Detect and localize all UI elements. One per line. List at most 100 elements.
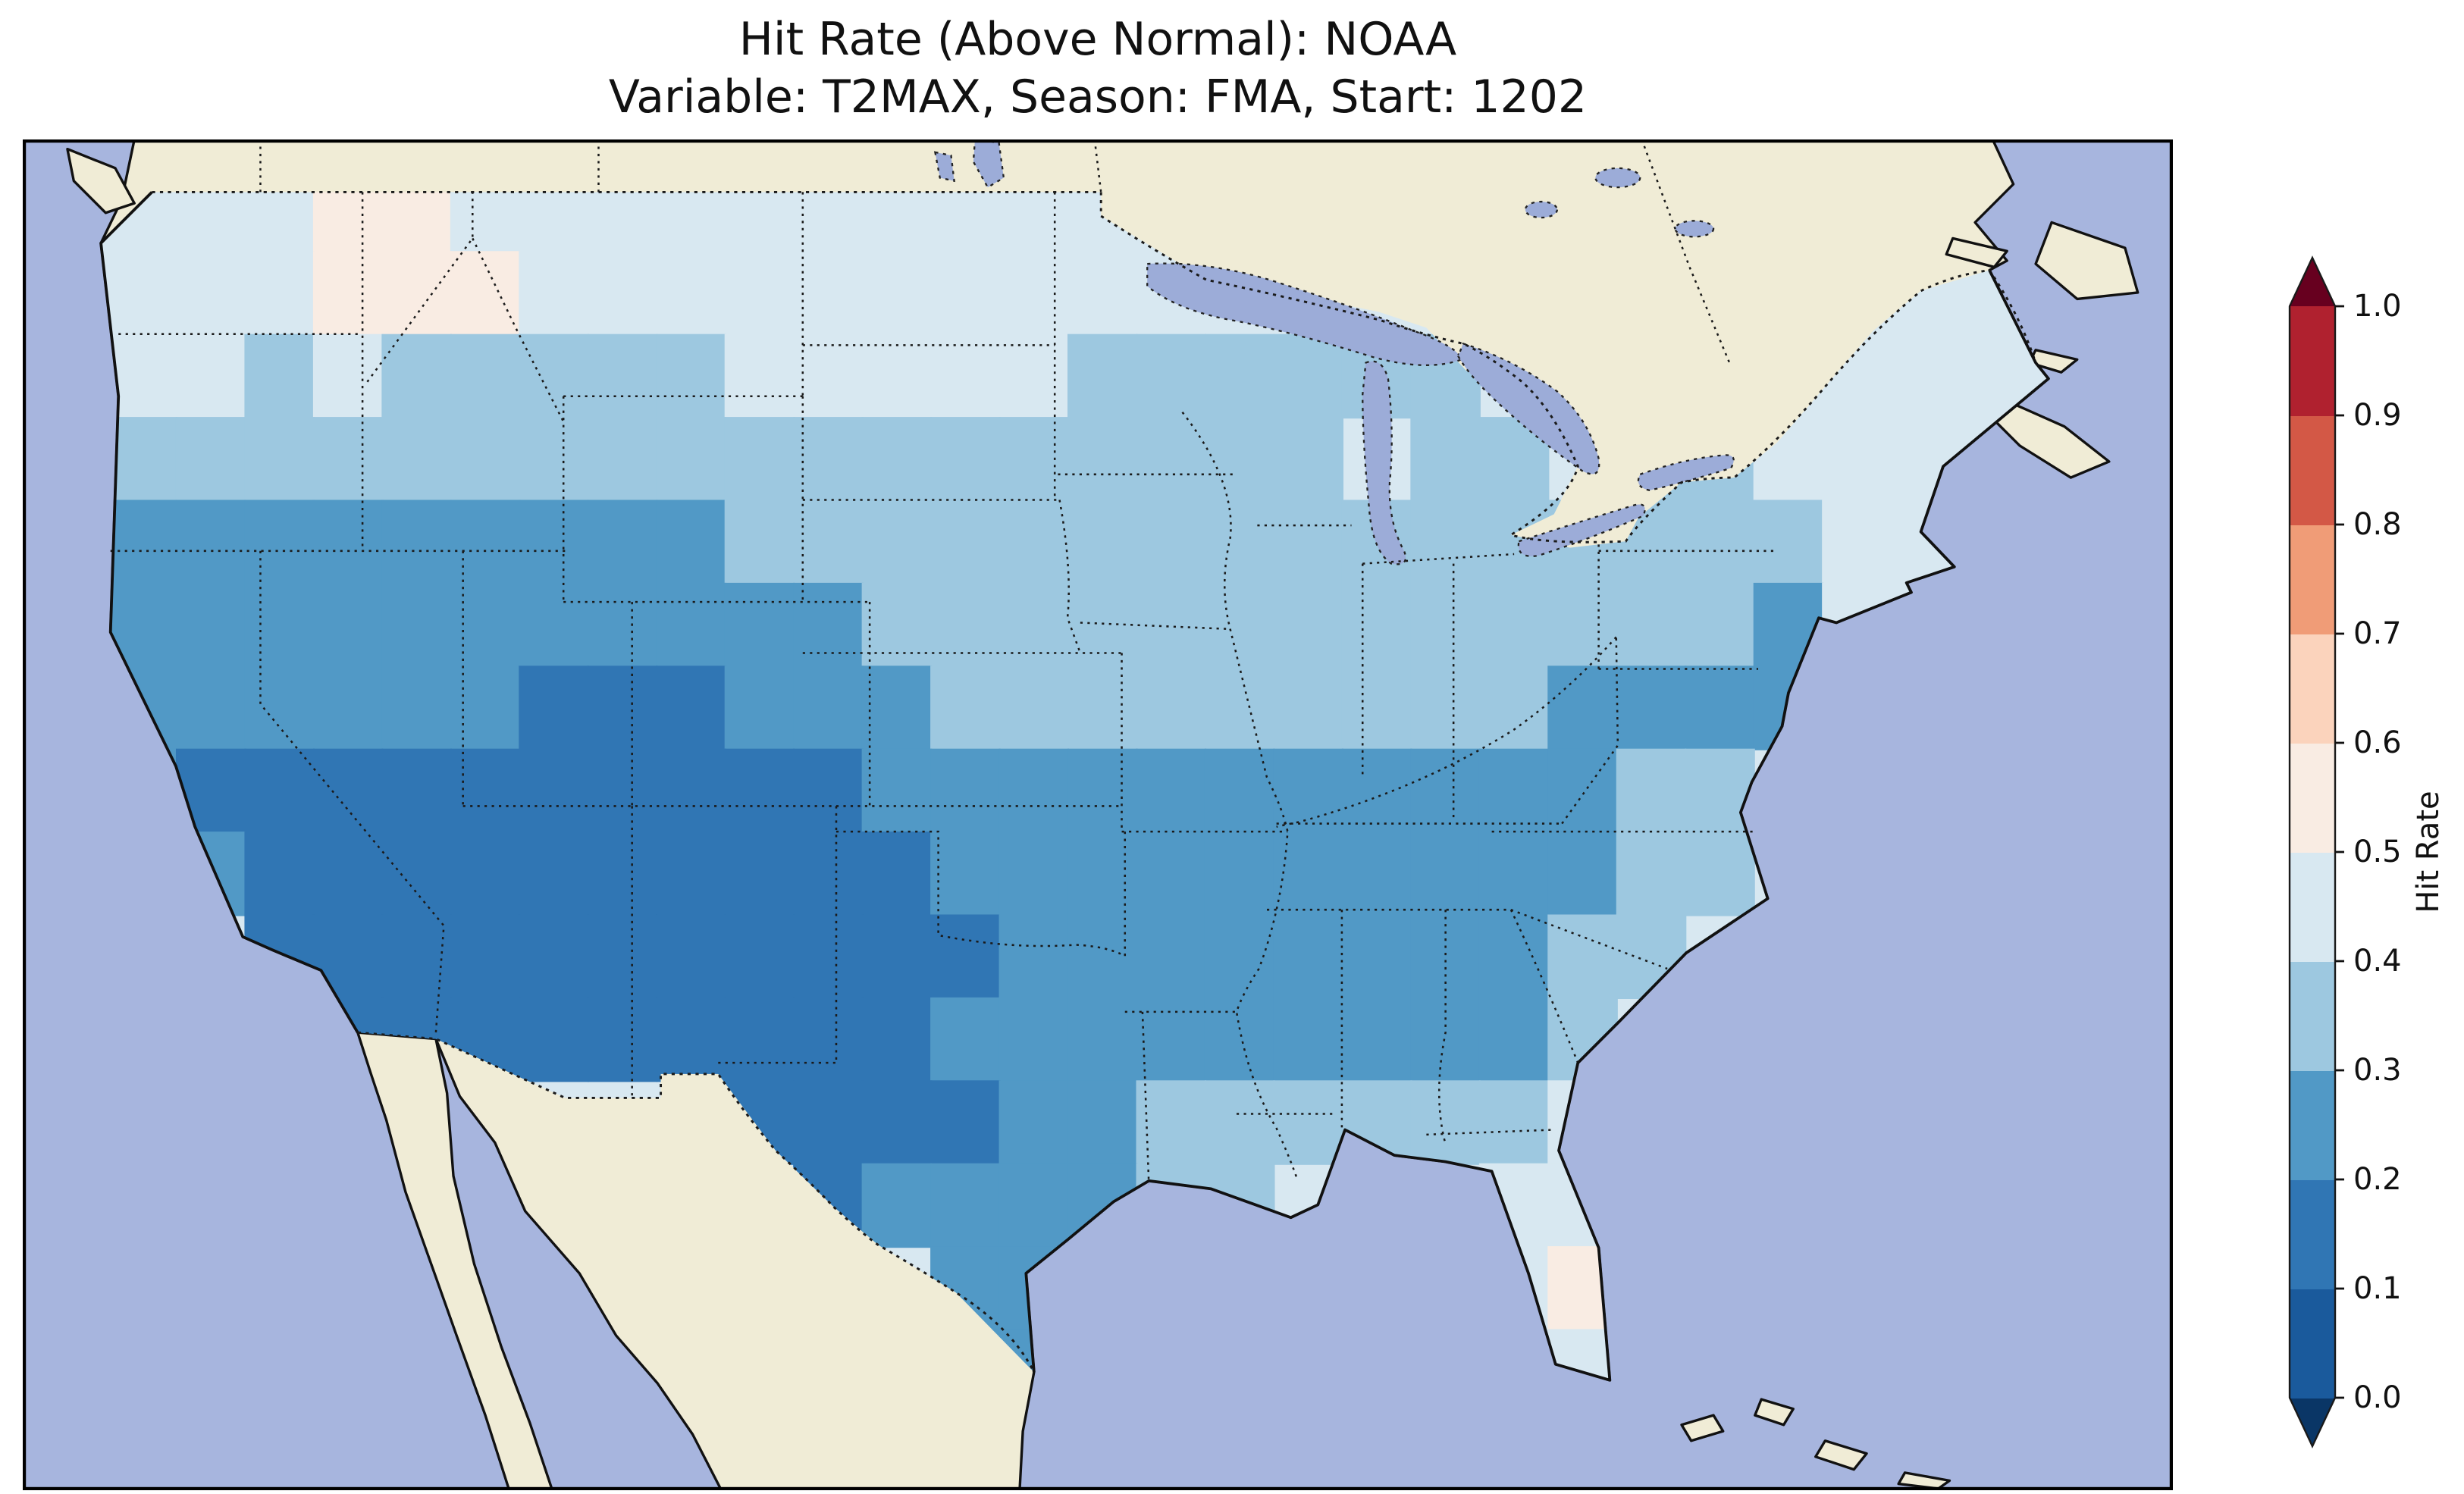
heatmap-cell (930, 192, 1001, 253)
heatmap-cell (312, 832, 384, 916)
heatmap-cell (312, 500, 384, 584)
heatmap-cell (724, 334, 795, 419)
heatmap-cell (1204, 832, 1275, 916)
heatmap-cell (107, 500, 178, 584)
heatmap-cell (381, 251, 452, 336)
heatmap-cell (519, 334, 589, 419)
heatmap-cell (793, 417, 864, 502)
heatmap-cell (244, 251, 315, 336)
heatmap-cell (1410, 748, 1481, 834)
colorbar-bin (2290, 525, 2335, 634)
heatmap-cell (312, 666, 384, 750)
heatmap-cell (656, 997, 726, 1082)
heatmap-cell (998, 997, 1070, 1082)
heatmap-cell (930, 832, 1001, 916)
heatmap-cell (930, 582, 1001, 668)
heatmap-cell (724, 666, 795, 750)
heatmap-cell (1273, 666, 1343, 750)
heatmap-cell (861, 192, 933, 253)
heatmap-cell (1341, 997, 1412, 1082)
heatmap-cell (1410, 832, 1481, 916)
heatmap-cell (381, 748, 452, 834)
heatmap-cell (244, 748, 315, 834)
heatmap-cell (381, 192, 452, 253)
heatmap-cell (1478, 832, 1550, 916)
heatmap-cell (998, 334, 1070, 419)
heatmap-cell (519, 748, 589, 834)
heatmap-cell (861, 1080, 933, 1165)
heatmap-cell (587, 334, 658, 419)
heatmap-cell (1547, 832, 1618, 916)
heatmap-cell (244, 417, 315, 502)
heatmap-cell (793, 582, 864, 668)
heatmap-cell (998, 914, 1070, 999)
heatmap-cell (1478, 666, 1550, 750)
heatmap-cell (381, 582, 452, 668)
colorbar-bin (2290, 415, 2335, 525)
heatmap-cell (450, 582, 521, 668)
heatmap-cell (381, 666, 452, 750)
heatmap-cell (1547, 666, 1618, 750)
heatmap-cell (1204, 748, 1275, 834)
heatmap-cell (1067, 417, 1138, 502)
heatmap-cell (587, 251, 658, 336)
bahamas-island-3 (1814, 1439, 1868, 1471)
heatmap-cell (930, 417, 1001, 502)
heatmap-cell (1685, 666, 1755, 750)
heatmap-cell (930, 914, 1001, 999)
colorbar-tick-label: 0.6 (2353, 725, 2402, 760)
heatmap-cell (998, 500, 1070, 584)
heatmap-cell (1616, 832, 1687, 916)
colorbar-tick-label: 0.2 (2353, 1162, 2402, 1197)
heatmap-cell (1136, 832, 1207, 916)
colorbar-tick-label: 0.8 (2353, 507, 2402, 542)
heatmap-cell (656, 748, 726, 834)
heatmap-cell (244, 832, 315, 916)
heatmap-cell (1067, 334, 1138, 419)
heatmap-cell (793, 832, 864, 916)
heatmap-cell (930, 334, 1001, 419)
heatmap-cell (450, 914, 521, 999)
heatmap-cell (1341, 666, 1412, 750)
heatmap-cell (450, 500, 521, 584)
coastline (99, 191, 2050, 1382)
heatmap-cell (1822, 500, 1892, 584)
heatmap-cell (930, 997, 1001, 1082)
heatmap-cell (1478, 748, 1550, 834)
heatmap-cell (998, 417, 1070, 502)
heatmap-cell (312, 192, 384, 253)
heatmap-cell (450, 666, 521, 750)
colorbar-bin (2290, 743, 2335, 853)
heatmap-cell (1067, 748, 1138, 834)
heatmap-cell (312, 251, 384, 336)
heatmap-cell (724, 192, 795, 253)
heatmap-cell (519, 251, 589, 336)
colorbar-tick-label: 0.9 (2353, 398, 2402, 433)
heatmap-cell (244, 334, 315, 419)
anticosti-island (1945, 236, 2008, 268)
heatmap-cell (450, 192, 521, 253)
heatmap-cell (1341, 914, 1412, 999)
heatmap-cell (1410, 417, 1481, 502)
heatmap-cell (793, 1080, 864, 1165)
heatmap-cell (450, 334, 521, 419)
heatmap-cell (656, 914, 726, 999)
heatmap-cell (587, 417, 658, 502)
heatmap-cell (1204, 417, 1275, 502)
heatmap-cell (1273, 334, 1343, 419)
heatmap-cell (175, 251, 246, 336)
heatmap-cell (1204, 1080, 1275, 1165)
heatmap-cell (1136, 748, 1207, 834)
colorbar-axis-label: Hit Rate (2411, 791, 2446, 913)
heatmap-cell (1410, 666, 1481, 750)
figure-title: Hit Rate (Above Normal): NOAA Variable: … (23, 12, 2173, 127)
heatmap-cell (1341, 832, 1412, 916)
heatmap-cell (587, 192, 658, 253)
heatmap-cell (861, 334, 933, 419)
heatmap-cell (724, 500, 795, 584)
heatmap-cell (1478, 914, 1550, 999)
heatmap-cell (998, 1163, 1070, 1248)
heatmap-cell (1136, 500, 1207, 584)
heatmap-cell (656, 582, 726, 668)
heatmap-cell (519, 666, 589, 750)
